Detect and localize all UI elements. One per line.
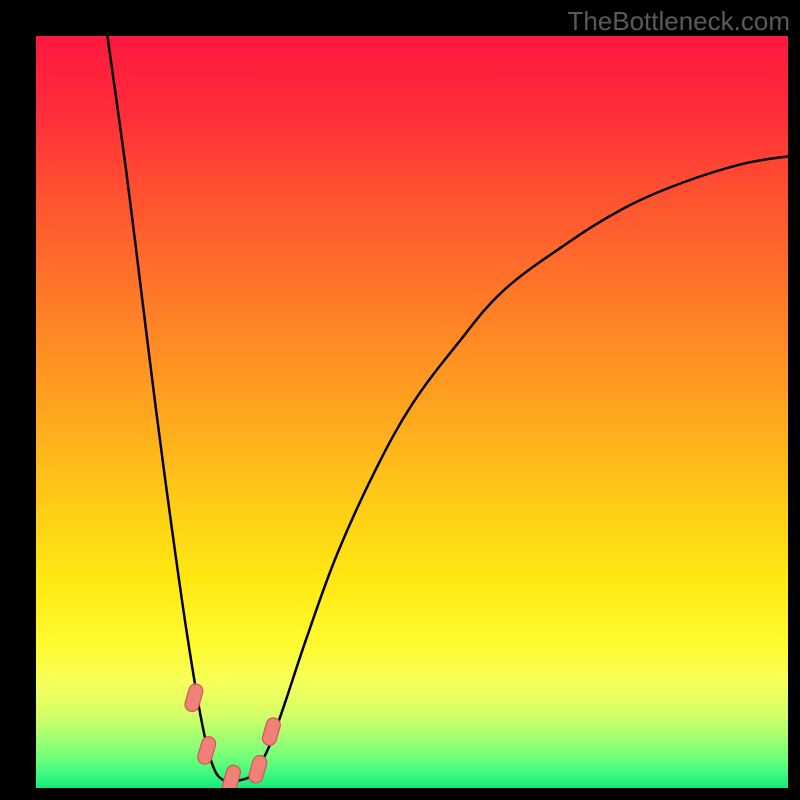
plot-svg (36, 36, 788, 788)
watermark-text: TheBottleneck.com (567, 6, 790, 37)
chart-container: TheBottleneck.com (0, 0, 800, 800)
gradient-background (36, 36, 788, 788)
plot-area (36, 36, 788, 788)
